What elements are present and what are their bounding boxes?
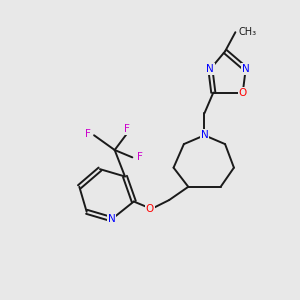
- Text: N: N: [108, 214, 116, 224]
- Text: F: F: [124, 124, 129, 134]
- Text: F: F: [85, 129, 91, 139]
- Text: N: N: [201, 130, 208, 140]
- Text: N: N: [242, 64, 250, 74]
- Text: O: O: [238, 88, 247, 98]
- Text: O: O: [146, 204, 154, 214]
- Text: N: N: [206, 64, 214, 74]
- Text: F: F: [137, 152, 142, 162]
- Text: CH₃: CH₃: [239, 27, 257, 37]
